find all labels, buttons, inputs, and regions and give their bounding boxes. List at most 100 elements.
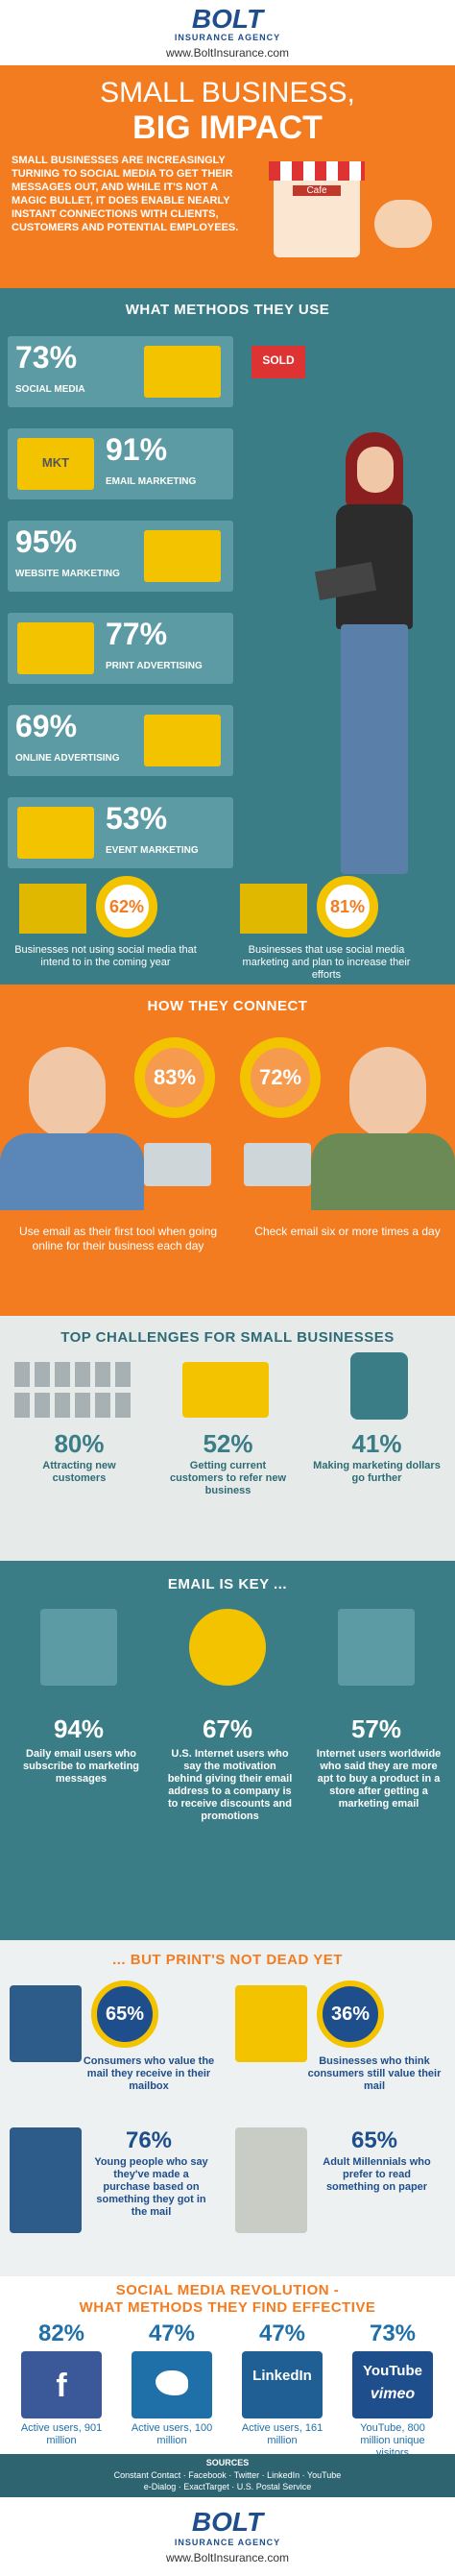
envelope-label: MKT: [41, 455, 70, 470]
caption: Active users, 901 million: [20, 2422, 103, 2446]
shop-sign: Cafe: [293, 185, 341, 196]
caption: Use email as their first tool when going…: [18, 1225, 218, 1252]
caption: Businesses who think consumers still val…: [307, 2055, 442, 2092]
method-label: SOCIAL MEDIA: [15, 384, 85, 395]
print-value: 76%: [125, 2127, 173, 2153]
section-heading: WHAT METHODS THEY FIND EFFECTIVE: [79, 2299, 376, 2316]
challenge-value: 41%: [351, 1429, 402, 1458]
email-icon: [338, 1609, 415, 1686]
email-value: 57%: [350, 1714, 402, 1743]
building-icon: [95, 1362, 110, 1387]
social-icon: f: [56, 2368, 67, 2404]
social-value: 73%: [369, 2321, 417, 2346]
title: BIG IMPACT: [132, 109, 323, 146]
dollar-icon: [350, 1352, 408, 1420]
tag-label: SOLD: [262, 353, 295, 367]
section-heading: SOCIAL MEDIA REVOLUTION -: [115, 2282, 340, 2298]
man-head: [29, 1047, 106, 1138]
caption: Getting current customers to refer new b…: [169, 1460, 287, 1496]
intro-section: SMALL BUSINESS, BIG IMPACT SMALL BUSINES…: [0, 65, 455, 288]
building-icon: [14, 1393, 30, 1418]
social-icon: LinkedIn: [252, 2368, 312, 2384]
bird-icon: [156, 2370, 188, 2395]
method-icon: [144, 346, 221, 398]
stat-circle: 65%: [91, 1981, 158, 2048]
method-value: 53%: [106, 801, 168, 836]
building-icon: [75, 1393, 90, 1418]
sources-section: SOURCES Constant Contact · Facebook · Tw…: [0, 2454, 455, 2497]
caption: Businesses not using social media that i…: [14, 944, 197, 968]
email-icon: [40, 1609, 117, 1686]
caption: Consumers who value the mail they receiv…: [83, 2055, 215, 2092]
print-value: 65%: [350, 2127, 398, 2153]
man-body: [0, 1133, 144, 1210]
caption: Making marketing dollars go further: [313, 1460, 441, 1484]
building-icon: [95, 1393, 110, 1418]
sources-heading: SOURCES: [205, 2458, 250, 2467]
method-label: EMAIL MARKETING: [106, 476, 197, 487]
caption: Internet users worldwide who said they a…: [316, 1748, 442, 1810]
social-section: SOCIAL MEDIA REVOLUTION - WHAT METHODS T…: [0, 2276, 455, 2459]
method-label: ONLINE ADVERTISING: [15, 753, 120, 764]
method-icon: [17, 438, 94, 490]
method-label: EVENT MARKETING: [106, 845, 199, 856]
man-head: [349, 1047, 426, 1138]
method-value: 95%: [15, 524, 78, 559]
tag-icon: [251, 346, 305, 378]
stat-circle: 81%: [317, 876, 378, 937]
caption: Adult Millennials who prefer to read som…: [323, 2156, 431, 2193]
social-icon-bg: [21, 2351, 102, 2418]
caption: Active users, 100 million: [131, 2422, 213, 2446]
caption: Businesses that use social media marketi…: [242, 944, 411, 981]
section-heading: WHAT METHODS THEY USE: [125, 302, 330, 318]
tagline: INSURANCE AGENCY: [174, 2538, 281, 2547]
email-icon: [189, 1609, 266, 1686]
caption: Daily email users who subscribe to marke…: [22, 1748, 140, 1785]
method-value: 73%: [15, 340, 78, 375]
face: [357, 447, 394, 493]
social-value: 47%: [258, 2321, 306, 2346]
stat-circle: 36%: [317, 1981, 384, 2048]
email-section: EMAIL IS KEY ... 94% Daily email users wh…: [0, 1561, 455, 1940]
url: www.BoltInsurance.com: [165, 46, 290, 60]
intro-text: SMALL BUSINESSES ARE INCREASINGLY TURNIN…: [12, 155, 239, 233]
challenge-value: 80%: [54, 1429, 105, 1458]
sources-text: e-Dialog · ExactTarget · U.S. Postal Ser…: [143, 2482, 312, 2491]
building-icon: [55, 1362, 70, 1387]
social-icon: vimeo: [370, 2386, 416, 2402]
section-heading: TOP CHALLENGES FOR SMALL BUSINESSES: [60, 1329, 395, 1346]
laptop: [144, 1143, 211, 1186]
caption: YouTube, 800 million unique visitors: [360, 2422, 425, 2459]
print-icon: [10, 1985, 82, 2062]
challenge-value: 52%: [203, 1429, 253, 1458]
tagline: INSURANCE AGENCY: [174, 33, 281, 42]
print-section: ... BUT PRINT'S NOT DEAD YET 65% Consumer…: [0, 1940, 455, 2276]
sources-text: Constant Contact · Facebook · Twitter · …: [113, 2470, 342, 2480]
email-value: 67%: [202, 1714, 253, 1743]
url: www.BoltInsurance.com: [165, 2551, 290, 2564]
print-icon: [10, 2127, 82, 2233]
method-label: PRINT ADVERTISING: [106, 661, 203, 671]
legs: [341, 624, 408, 874]
footer: BOLT INSURANCE AGENCY www.BoltInsurance.…: [0, 2497, 455, 2576]
header: BOLT INSURANCE AGENCY www.BoltInsurance.…: [0, 0, 455, 65]
man-body: [311, 1133, 455, 1210]
building-icon: [19, 884, 86, 934]
building-icon: [240, 884, 307, 934]
thumb-icon: [374, 200, 432, 248]
laptop: [244, 1143, 311, 1186]
social-icon-bg: [352, 2351, 433, 2418]
social-value: 82%: [37, 2321, 85, 2346]
speech-icon: [182, 1362, 269, 1418]
building-icon: [115, 1393, 131, 1418]
method-value: 91%: [106, 432, 168, 467]
building-icon: [75, 1362, 90, 1387]
method-value: 69%: [15, 709, 78, 743]
logo: BOLT: [191, 4, 264, 34]
building-icon: [115, 1362, 131, 1387]
caption: Young people who say they've made a purc…: [94, 2156, 208, 2218]
social-value: 47%: [148, 2321, 196, 2346]
stat-circle: 72%: [240, 1037, 321, 1118]
challenges-section: TOP CHALLENGES FOR SMALL BUSINESSES 80% A…: [0, 1316, 455, 1561]
